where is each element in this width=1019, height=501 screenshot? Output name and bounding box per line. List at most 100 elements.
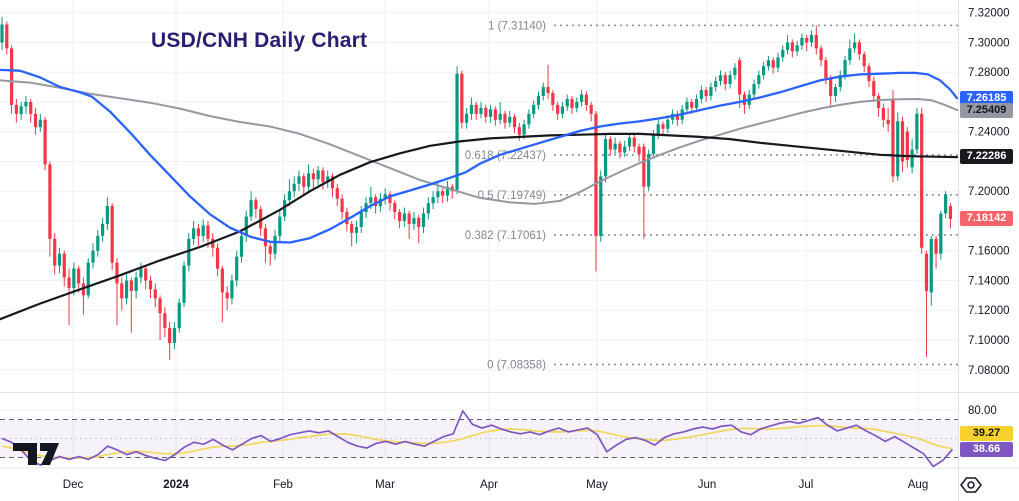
candle-body: [493, 109, 497, 120]
candle-body: [220, 268, 224, 293]
candle-body: [115, 262, 119, 284]
candle-body: [728, 75, 732, 85]
candle-body: [853, 42, 857, 49]
candle-body: [192, 228, 196, 239]
candle-body: [445, 186, 450, 196]
candle-body: [872, 81, 876, 96]
candle-body: [316, 170, 320, 180]
oscillator-axis-label: 80.00: [968, 405, 997, 417]
price-axis[interactable]: [958, 0, 1019, 467]
candle-body: [345, 212, 349, 224]
time-axis-label: Apr: [480, 479, 498, 491]
candle-body: [148, 280, 153, 290]
time-axis-label: May: [586, 479, 608, 491]
candle-body: [287, 191, 291, 201]
candle-body: [843, 60, 847, 76]
candle-body: [369, 197, 373, 204]
ma-100-line: [0, 79, 958, 205]
candle-body: [263, 228, 268, 247]
candle-body: [225, 292, 229, 299]
candle-body: [249, 200, 253, 217]
candle-body: [397, 212, 402, 221]
price-axis-label: 7.14000: [968, 275, 1010, 287]
candle-body: [455, 73, 459, 190]
candle-body: [824, 60, 828, 79]
candle-body: [905, 131, 909, 160]
candle-body: [244, 216, 248, 236]
candle-body: [436, 191, 440, 198]
candle-body: [283, 200, 287, 217]
candle-body: [187, 238, 191, 266]
candle-body: [29, 101, 33, 114]
candle-body: [579, 94, 584, 102]
candle-body: [120, 283, 124, 299]
price-axis-label: 7.24000: [968, 127, 1010, 139]
candle-body: [570, 98, 574, 108]
candle-body: [594, 113, 598, 236]
candle-body: [790, 42, 794, 52]
candle-body: [72, 268, 76, 288]
candle-body: [129, 280, 133, 291]
candle-body: [153, 289, 157, 299]
candle-body: [239, 235, 244, 257]
candle-body: [134, 277, 138, 291]
candle-body: [503, 113, 507, 123]
candle-body: [359, 212, 363, 227]
candle-body: [647, 154, 651, 187]
candle-body: [651, 134, 656, 155]
candle-body: [833, 87, 838, 96]
candle-body: [402, 213, 406, 221]
tradingview-logo[interactable]: [13, 442, 59, 466]
candle-body: [527, 113, 531, 125]
candle-body: [201, 225, 205, 236]
candle-body: [350, 223, 354, 233]
candle-body: [412, 217, 416, 224]
candle-body: [656, 124, 660, 135]
oscillator-line: [1, 410, 954, 468]
candle-body: [14, 104, 18, 114]
candle-body: [273, 235, 277, 254]
candle-body: [517, 127, 521, 135]
candle-body: [829, 78, 833, 96]
candle-body: [53, 238, 57, 266]
time-axis[interactable]: [0, 469, 958, 501]
candle-body: [766, 60, 770, 67]
candle-body: [551, 93, 555, 105]
candle-body: [900, 121, 905, 162]
candle-body: [723, 75, 727, 85]
candle-body: [421, 213, 426, 227]
time-axis-label: Jun: [698, 479, 717, 491]
candle-body: [690, 101, 694, 108]
candle-body: [920, 113, 924, 248]
fib-level-label: 0.618 (7.22437): [465, 150, 546, 162]
candle-body: [556, 104, 560, 114]
candle-body: [354, 226, 359, 233]
candle-body: [91, 250, 95, 263]
candle-body: [589, 104, 593, 114]
candle-body: [374, 197, 378, 207]
candle-body: [795, 45, 799, 52]
fib-level-label: 0.5 (7.19749): [478, 190, 547, 202]
candle-body: [479, 107, 483, 114]
candle-body: [321, 170, 325, 183]
price-axis-label: 7.12000: [968, 305, 1010, 317]
candle-body: [694, 98, 699, 108]
candle-body: [86, 262, 90, 296]
chart-title: USD/CNH Daily Chart: [151, 29, 368, 52]
candle-body: [484, 107, 488, 117]
candle-body: [158, 298, 162, 314]
candle-body: [608, 139, 612, 150]
candle-body: [474, 104, 478, 114]
price-axis-label: 7.28000: [968, 67, 1010, 79]
candle-body: [417, 217, 421, 227]
eye-icon[interactable]: [959, 474, 983, 496]
candle-body: [230, 280, 234, 299]
time-axis-label: 2024: [163, 479, 189, 491]
candle-body: [805, 37, 809, 43]
candle-body: [378, 198, 383, 207]
candle-body: [881, 107, 885, 120]
candle-body: [675, 113, 679, 120]
candle-body: [77, 268, 81, 284]
candle-body: [96, 235, 100, 251]
